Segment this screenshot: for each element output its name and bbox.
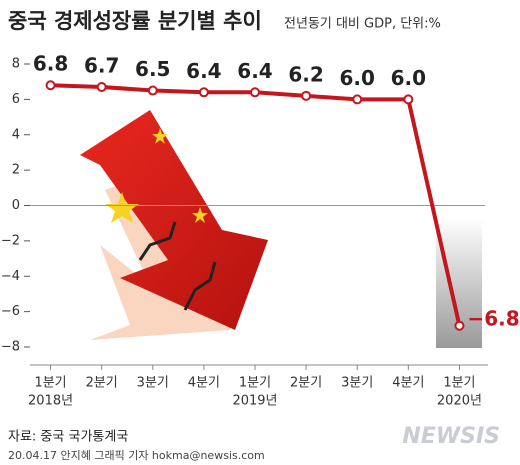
point	[250, 87, 260, 98]
x-tick-label: 1분기	[443, 376, 475, 391]
source: 자료: 중국 국가통계국	[8, 430, 128, 445]
y-tick-label: −8	[1, 340, 20, 355]
value-label: −6.8	[467, 306, 519, 330]
x-tick-label: 2분기	[290, 376, 322, 391]
value-label: 6.4	[237, 59, 272, 83]
point	[198, 87, 209, 98]
y-tick-label: −2	[1, 233, 20, 248]
y-tick-label: −4	[1, 269, 20, 284]
value-label: 6.8	[33, 52, 68, 76]
logo: NEWSIS	[402, 424, 500, 449]
x-year-label: 2020년	[437, 394, 482, 409]
x-year-label: 2018년	[28, 394, 73, 409]
x-tick-label: 3분기	[341, 376, 373, 391]
credit: 20.04.17 안지혜 그래픽 기자 hokma@newsis.com	[8, 449, 265, 462]
x-tick-label: 2분기	[86, 376, 118, 391]
x-tick-label: 4분기	[392, 376, 424, 391]
value-label: 6.4	[186, 59, 221, 83]
point	[403, 94, 414, 105]
value-label: 6.2	[288, 62, 323, 86]
point	[352, 94, 363, 105]
x-tick-label: 4분기	[188, 376, 220, 391]
x-year-label: 2019년	[232, 394, 277, 409]
chart-subtitle: 전년동기 대비 GDP, 단위:%	[284, 17, 441, 32]
y-tick-label: 4	[12, 127, 20, 142]
y-tick-label: −6	[1, 304, 20, 319]
y-tick-label: 0	[12, 198, 20, 213]
y-tick-label: 6	[12, 92, 20, 107]
value-label: 6.7	[84, 53, 119, 77]
y-tick-label: 2	[12, 163, 20, 178]
value-label: 6.0	[391, 66, 426, 90]
value-label: 6.5	[135, 57, 170, 81]
x-tick-label: 1분기	[239, 376, 271, 391]
value-label: 6.0	[340, 66, 375, 90]
chart-title: 중국 경제성장률 분기별 추이	[8, 9, 262, 33]
point	[96, 81, 107, 92]
point	[147, 85, 158, 96]
x-tick-label: 1분기	[34, 376, 66, 391]
point	[301, 90, 312, 101]
decorative-arrow	[80, 110, 268, 340]
point	[45, 80, 56, 91]
x-tick-label: 3분기	[137, 376, 169, 391]
point	[454, 320, 465, 331]
y-tick-label: 8	[12, 57, 20, 72]
